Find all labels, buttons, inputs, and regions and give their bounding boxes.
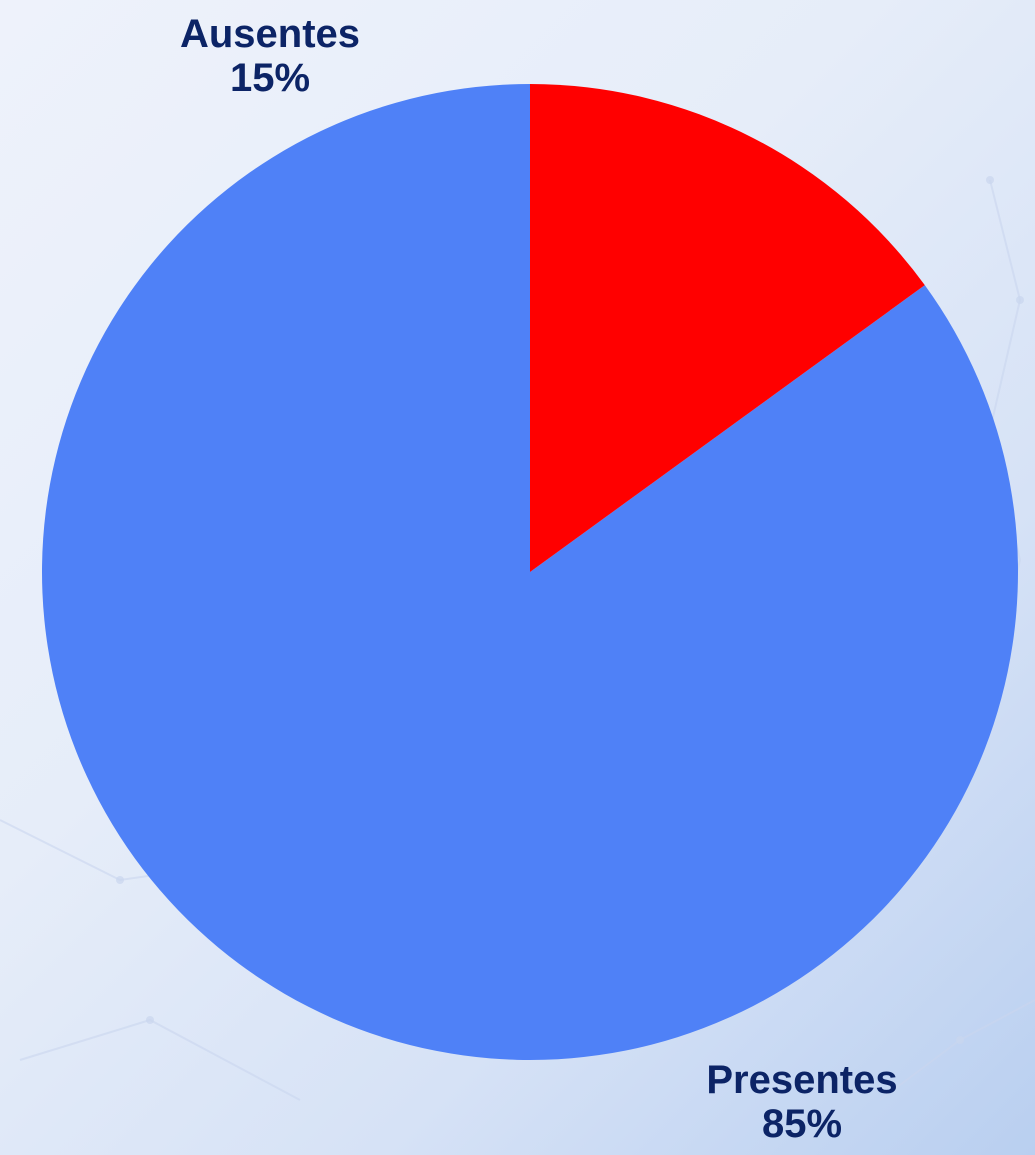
pie-slice-ausentes xyxy=(530,84,925,572)
slice-label-name: Presentes xyxy=(706,1058,897,1102)
slice-label-percent: 85% xyxy=(762,1102,842,1146)
slice-label-name: Ausentes xyxy=(180,12,360,56)
slice-label-percent: 15% xyxy=(230,56,310,100)
